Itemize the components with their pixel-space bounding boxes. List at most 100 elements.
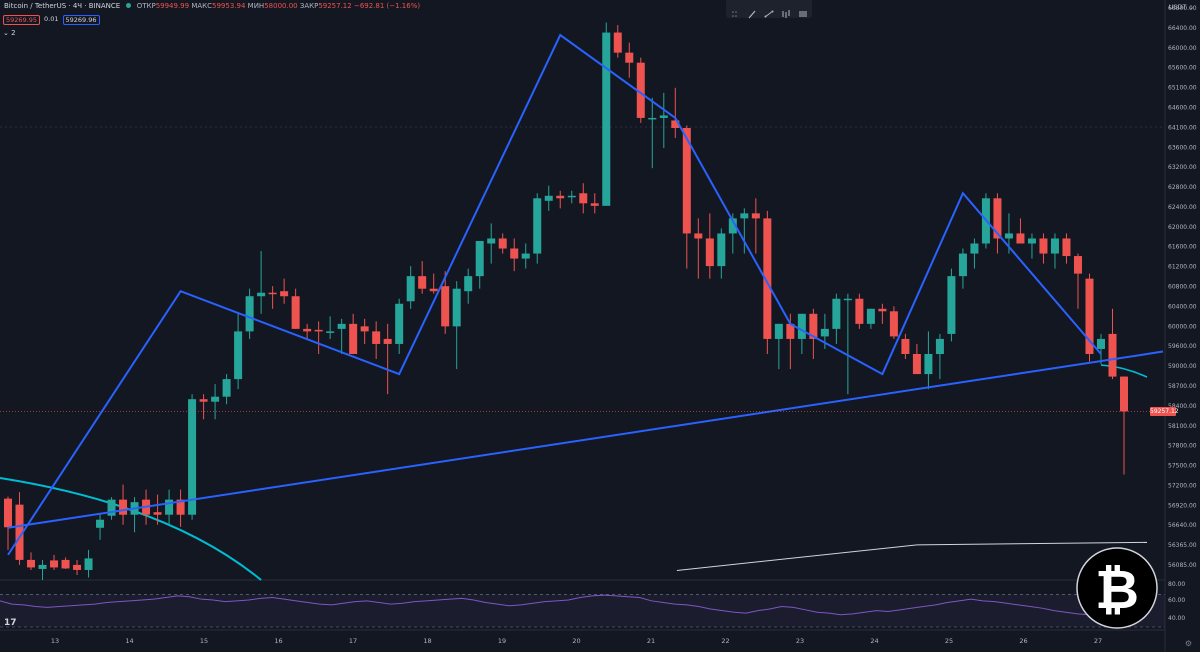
- bitcoin-logo-circle: [1076, 547, 1158, 629]
- time-tick-label: 24: [870, 637, 878, 645]
- candle-body: [682, 127, 691, 234]
- candle-body: [786, 323, 795, 339]
- candle-body: [211, 396, 220, 402]
- candle-body: [866, 308, 875, 324]
- candle-body: [613, 32, 622, 53]
- time-tick-label: 22: [721, 637, 729, 645]
- exchange: BINANCE: [88, 2, 121, 10]
- candle-body: [326, 331, 335, 333]
- symbol-name[interactable]: Bitcoin / TetherUS: [4, 2, 67, 10]
- rsi-tick-label: 80.00: [1168, 581, 1185, 588]
- candle-body: [475, 240, 484, 277]
- time-tick-label: 17: [349, 637, 357, 645]
- buy-button[interactable]: 59269.96: [62, 15, 100, 25]
- gear-icon[interactable]: ⚙: [1184, 639, 1192, 648]
- candle-body: [1004, 233, 1013, 239]
- change-value: −692.81 (−1.16%): [353, 2, 421, 10]
- candle-body: [1039, 238, 1048, 254]
- candle-body: [602, 32, 611, 206]
- time-tick-label: 16: [274, 637, 282, 645]
- price-tick-label: 62000.00: [1168, 224, 1197, 231]
- price-tick-label: 56640.00: [1168, 522, 1197, 529]
- support-line: [676, 544, 917, 571]
- candle-body: [809, 313, 818, 339]
- candle-body: [314, 329, 323, 332]
- candle-body: [418, 276, 427, 289]
- candle-body: [61, 559, 70, 569]
- price-tick-label: 57800.00: [1168, 443, 1197, 450]
- candle-body: [1108, 333, 1117, 377]
- time-tick-label: 25: [945, 637, 953, 645]
- candle-body: [222, 379, 231, 397]
- indicators-count: 2: [11, 29, 16, 37]
- candle-body: [429, 288, 438, 292]
- price-tick-label: 56085.00: [1168, 562, 1197, 569]
- spread-value: 0.01: [44, 15, 59, 23]
- drawing-toolbar: [726, 0, 812, 19]
- time-tick-label: 23: [796, 637, 804, 645]
- grip-icon[interactable]: [730, 4, 740, 17]
- rsi-tick-label: 40.00: [1168, 615, 1185, 622]
- candle-body: [648, 117, 657, 120]
- candle-body: [832, 298, 841, 329]
- currency-label[interactable]: USDT ⌄: [1168, 3, 1194, 11]
- interval[interactable]: 4Ч: [72, 2, 83, 10]
- candle-body: [360, 326, 369, 332]
- candle-body: [924, 353, 933, 375]
- trade-prices: 59269.95 0.01 59269.96: [3, 15, 100, 25]
- candle-body: [774, 323, 783, 339]
- bars-icon[interactable]: [781, 4, 791, 18]
- candle-body: [694, 233, 703, 239]
- template-icon[interactable]: [798, 4, 808, 17]
- candle-body: [889, 311, 898, 337]
- candle-body: [1050, 238, 1059, 254]
- bitcoin-logo: ₿: [1076, 547, 1158, 629]
- candle-body: [556, 195, 565, 199]
- arc-layer: [0, 364, 1148, 581]
- time-tick-label: 19: [498, 637, 506, 645]
- trendline-icon[interactable]: [764, 4, 774, 18]
- current-price-tag: 59257.12: [1150, 406, 1179, 416]
- candle-body: [935, 338, 944, 354]
- candle-body: [1062, 238, 1071, 257]
- low-label: МИН: [247, 2, 265, 10]
- candle-body: [291, 296, 300, 329]
- candle-body: [636, 62, 645, 118]
- candle-body: [383, 338, 392, 344]
- candle-body: [901, 338, 910, 354]
- candle-body: [855, 298, 864, 324]
- candle-body: [1027, 238, 1036, 244]
- price-tick-label: 56365.00: [1168, 542, 1197, 549]
- candle-body: [993, 198, 1002, 239]
- time-tick-label: 13: [51, 637, 59, 645]
- candle-body: [590, 203, 599, 206]
- price-tick-label: 63200.00: [1168, 164, 1197, 171]
- high-label: МАКС: [191, 2, 213, 10]
- price-tick-label: 57500.00: [1168, 463, 1197, 470]
- candle-body: [510, 248, 519, 259]
- price-tick-label: 66800.00: [1168, 5, 1197, 12]
- price-tick-label: 61600.00: [1168, 244, 1197, 251]
- price-tick-label: 57200.00: [1168, 482, 1197, 489]
- candle-body: [728, 218, 737, 234]
- candles: [4, 22, 1128, 580]
- candle-body: [257, 292, 266, 297]
- candle-body: [751, 213, 760, 219]
- price-tick-label: 63600.00: [1168, 144, 1197, 151]
- candle-body: [970, 243, 979, 254]
- indicators-toggle[interactable]: ⌄ 2: [3, 29, 16, 37]
- time-tick-label: 21: [647, 637, 655, 645]
- brush-icon[interactable]: [747, 4, 757, 19]
- candle-body: [487, 238, 496, 244]
- chevron-down-icon: ⌄: [3, 29, 9, 37]
- sell-button[interactable]: 59269.95: [3, 15, 41, 25]
- candle-body: [119, 499, 128, 515]
- price-tick-label: 66000.00: [1168, 45, 1197, 52]
- open-label: ОТКР: [136, 2, 156, 10]
- candle-body: [878, 308, 887, 312]
- market-open-icon: [126, 3, 132, 8]
- candle-body: [280, 291, 289, 297]
- cyan-curve: [1100, 364, 1148, 378]
